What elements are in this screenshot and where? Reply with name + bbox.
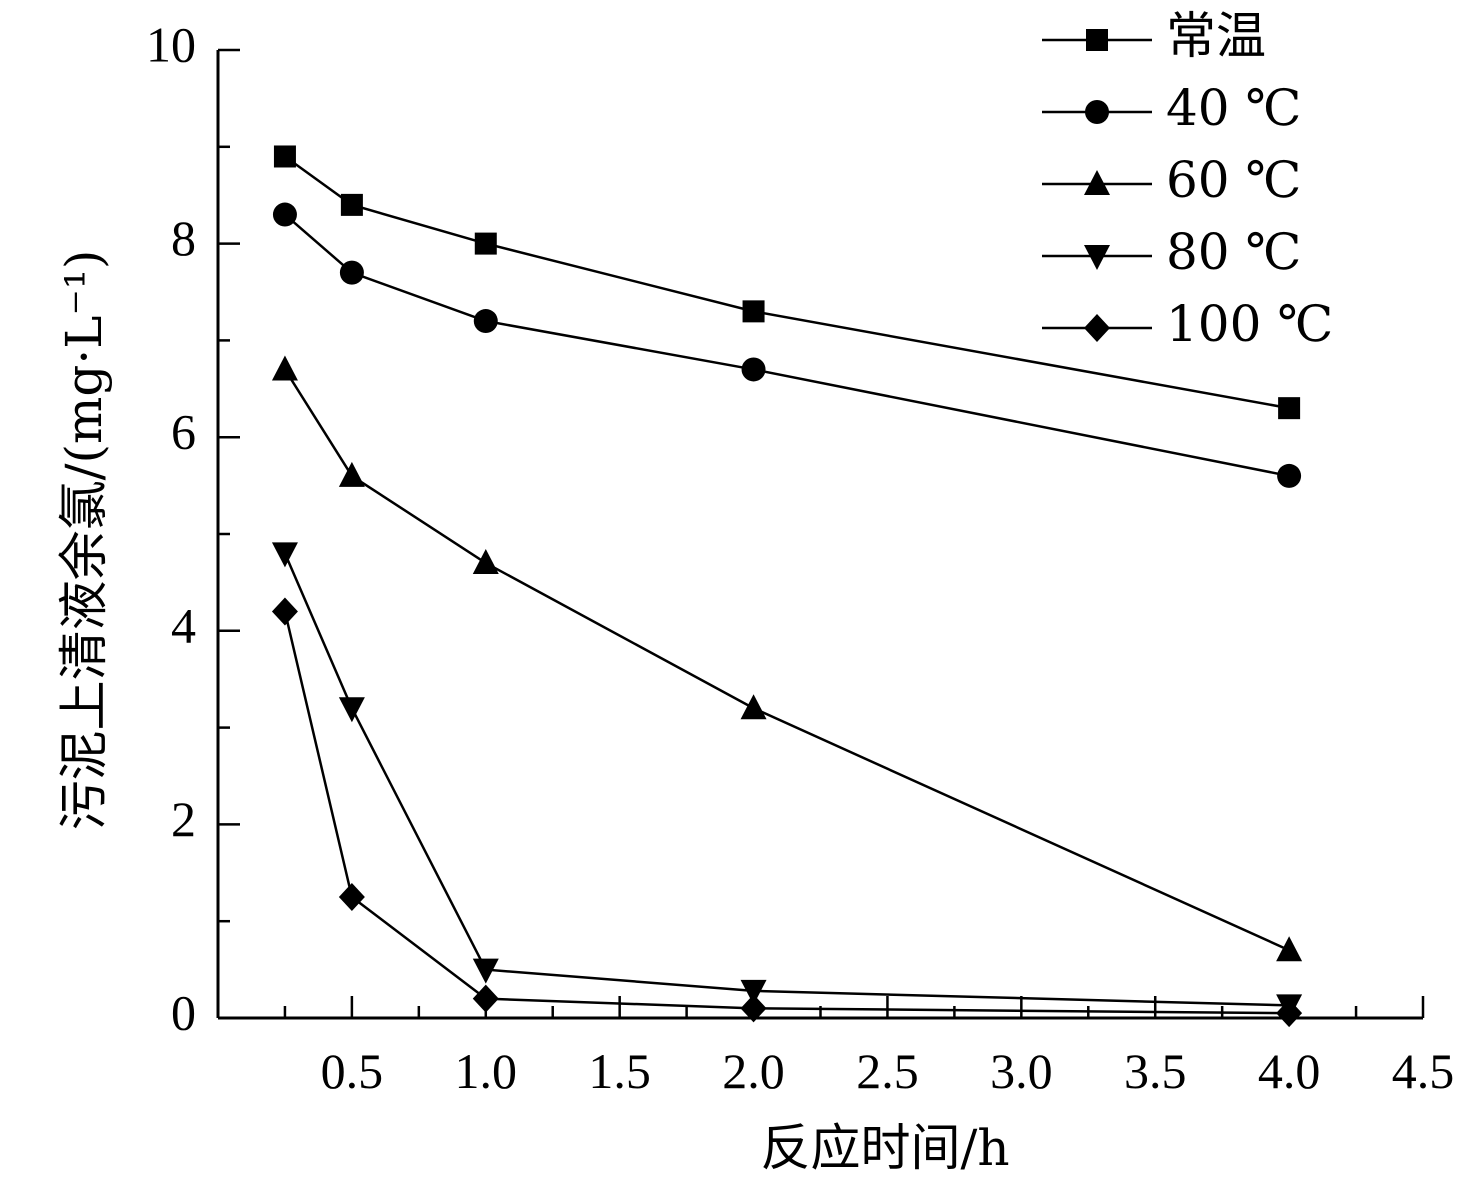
data-point bbox=[473, 309, 498, 334]
y-axis-title-group: 污泥上清液余氯/(mg·L⁻¹) bbox=[55, 250, 113, 831]
series-line bbox=[284, 155, 1290, 410]
y-tick-label: 10 bbox=[146, 16, 196, 72]
series-line bbox=[284, 213, 1290, 478]
data-point bbox=[338, 461, 365, 487]
legend-item: 常温 bbox=[1042, 7, 1266, 65]
data-point bbox=[1276, 936, 1303, 962]
data-point bbox=[272, 202, 297, 227]
legend-item: 80 ℃ bbox=[1042, 223, 1301, 281]
axes: 0 2 4 6 8 10 0.5 1.0 1.5 2.0 2.5 3.0 3.5 4.0 4.5 bbox=[146, 16, 1454, 1099]
legend-marker bbox=[1084, 245, 1110, 270]
series-line bbox=[283, 368, 1290, 952]
series-2 bbox=[272, 202, 1302, 488]
legend-label: 100 ℃ bbox=[1166, 295, 1333, 353]
legend-label: 40 ℃ bbox=[1166, 79, 1301, 137]
data-point bbox=[339, 260, 364, 285]
data-point bbox=[338, 697, 365, 723]
x-tick-label: 4.0 bbox=[1258, 1043, 1321, 1099]
data-point bbox=[1276, 999, 1303, 1028]
x-tick-label: 1.5 bbox=[588, 1043, 651, 1099]
data-point bbox=[1277, 463, 1302, 488]
data-point bbox=[1278, 397, 1301, 420]
x-tick-label: 2.5 bbox=[856, 1043, 919, 1099]
data-point bbox=[271, 542, 298, 568]
data-point bbox=[742, 300, 765, 323]
x-tick-label: 4.5 bbox=[1392, 1043, 1455, 1099]
legend-marker bbox=[1086, 29, 1108, 51]
data-point bbox=[474, 232, 497, 255]
data-point bbox=[740, 979, 767, 1005]
series-1 bbox=[273, 145, 1301, 420]
data-point bbox=[271, 597, 298, 626]
x-tick-label: 1.0 bbox=[455, 1043, 518, 1099]
legend-marker bbox=[1085, 100, 1109, 124]
data-point bbox=[741, 357, 766, 382]
series-line bbox=[283, 611, 1290, 1015]
y-tick-label: 6 bbox=[171, 404, 196, 460]
legend-label: 常温 bbox=[1166, 7, 1266, 65]
legend: 常温 40 ℃ 60 ℃ 80 ℃ 100 ℃ bbox=[1042, 7, 1333, 353]
series-line bbox=[283, 552, 1290, 1007]
data-point bbox=[740, 994, 767, 1023]
x-tick-label: 3.5 bbox=[1124, 1043, 1187, 1099]
x-tick-label: 2.0 bbox=[722, 1043, 785, 1099]
data-point bbox=[472, 549, 499, 575]
y-tick-label: 0 bbox=[171, 984, 196, 1040]
legend-marker bbox=[1084, 170, 1110, 195]
legend-label: 80 ℃ bbox=[1166, 223, 1301, 281]
x-axis-title: 反应时间/h bbox=[760, 1119, 1009, 1177]
legend-item: 40 ℃ bbox=[1042, 79, 1301, 137]
data-point bbox=[740, 694, 767, 720]
legend-item: 100 ℃ bbox=[1042, 295, 1333, 353]
y-axis-title: 污泥上清液余氯/(mg·L⁻¹) bbox=[55, 250, 113, 831]
data-point bbox=[472, 958, 499, 984]
y-tick-label: 8 bbox=[171, 210, 196, 266]
legend-item: 60 ℃ bbox=[1042, 151, 1301, 209]
y-tick-label: 2 bbox=[171, 791, 196, 847]
data-point bbox=[340, 193, 363, 216]
legend-label: 60 ℃ bbox=[1166, 151, 1301, 209]
series-3 bbox=[271, 355, 1303, 962]
data-point bbox=[271, 355, 298, 381]
y-tick-label: 4 bbox=[171, 597, 196, 653]
legend-marker bbox=[1084, 314, 1110, 342]
x-tick-label: 3.0 bbox=[990, 1043, 1053, 1099]
data-point bbox=[338, 883, 365, 911]
x-tick-label: 0.5 bbox=[321, 1043, 384, 1099]
data-point bbox=[472, 984, 499, 1013]
data-point bbox=[273, 145, 296, 168]
series-layer bbox=[271, 145, 1303, 1028]
series-4 bbox=[271, 542, 1303, 1020]
series-5 bbox=[271, 597, 1303, 1028]
